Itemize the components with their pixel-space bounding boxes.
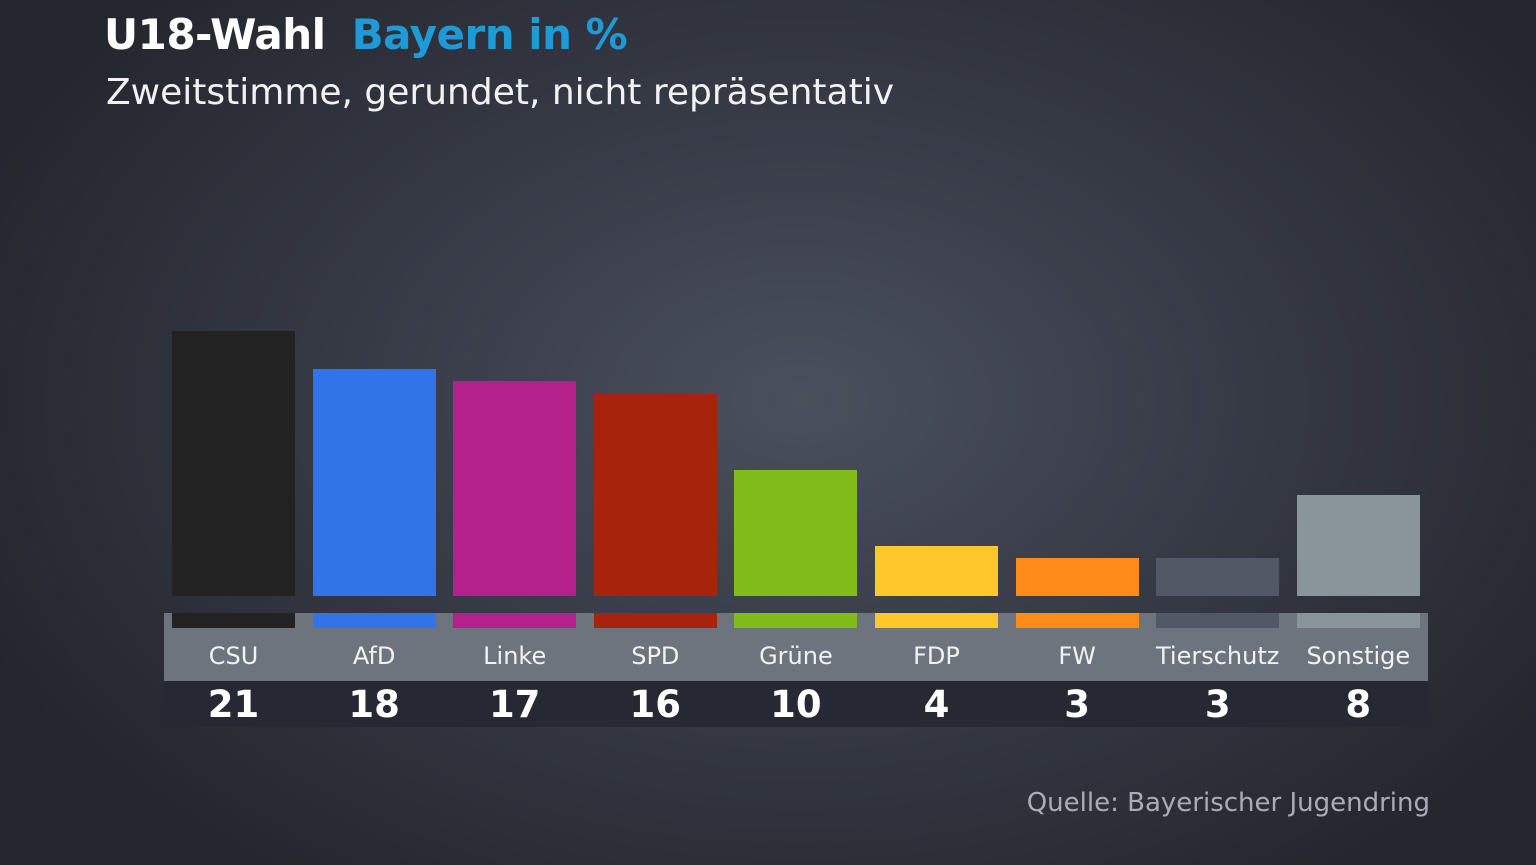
value-label: 10	[770, 683, 822, 726]
chart-subtitle: Zweitstimme, gerundet, nicht repräsentat…	[106, 72, 895, 113]
strip-color-linke	[453, 613, 577, 628]
bar-afd	[312, 368, 436, 596]
strip-color-sonstige	[1296, 613, 1420, 628]
value-band	[164, 681, 1428, 727]
bar-csu	[172, 330, 295, 596]
value-label: 17	[488, 683, 541, 726]
category-label: Grüne	[759, 642, 833, 670]
chart-title: U18-Wahl Bayern in %	[104, 10, 628, 59]
strip-color-csu	[172, 613, 295, 628]
strip-color-fdp	[875, 613, 998, 628]
category-label: Linke	[483, 642, 547, 670]
bar-spd	[593, 394, 717, 596]
strip-color-afd	[312, 613, 436, 628]
strip-color-fw	[1015, 613, 1139, 628]
value-label: 18	[348, 683, 400, 726]
value-label: 21	[207, 683, 260, 726]
source-note: Quelle: Bayerischer Jugendring	[1026, 788, 1430, 818]
value-label: 3	[1204, 683, 1231, 726]
bar-sonstige	[1296, 495, 1420, 596]
bar-linke	[453, 381, 577, 596]
category-label: CSU	[208, 642, 259, 670]
category-label: Sonstige	[1306, 642, 1411, 670]
bar-tierschutz	[1156, 558, 1280, 596]
category-label: AfD	[352, 642, 396, 670]
strip-color-tierschutz	[1156, 613, 1280, 628]
strip-color-spd	[593, 613, 717, 628]
bar-fw	[1015, 558, 1139, 596]
category-label: Tierschutz	[1156, 642, 1280, 670]
value-label: 16	[629, 683, 682, 726]
category-label: SPD	[631, 642, 680, 670]
value-label: 3	[1064, 683, 1090, 726]
strip-color-grüne	[734, 613, 858, 628]
value-label: 4	[923, 683, 950, 726]
title-main: U18-Wahl	[104, 10, 326, 59]
category-label: FW	[1058, 642, 1096, 670]
title-accent: Bayern in %	[351, 10, 628, 59]
category-label: FDP	[913, 642, 960, 670]
bar-fdp	[875, 545, 998, 596]
value-label: 8	[1345, 683, 1372, 726]
bar-grüne	[734, 469, 858, 596]
